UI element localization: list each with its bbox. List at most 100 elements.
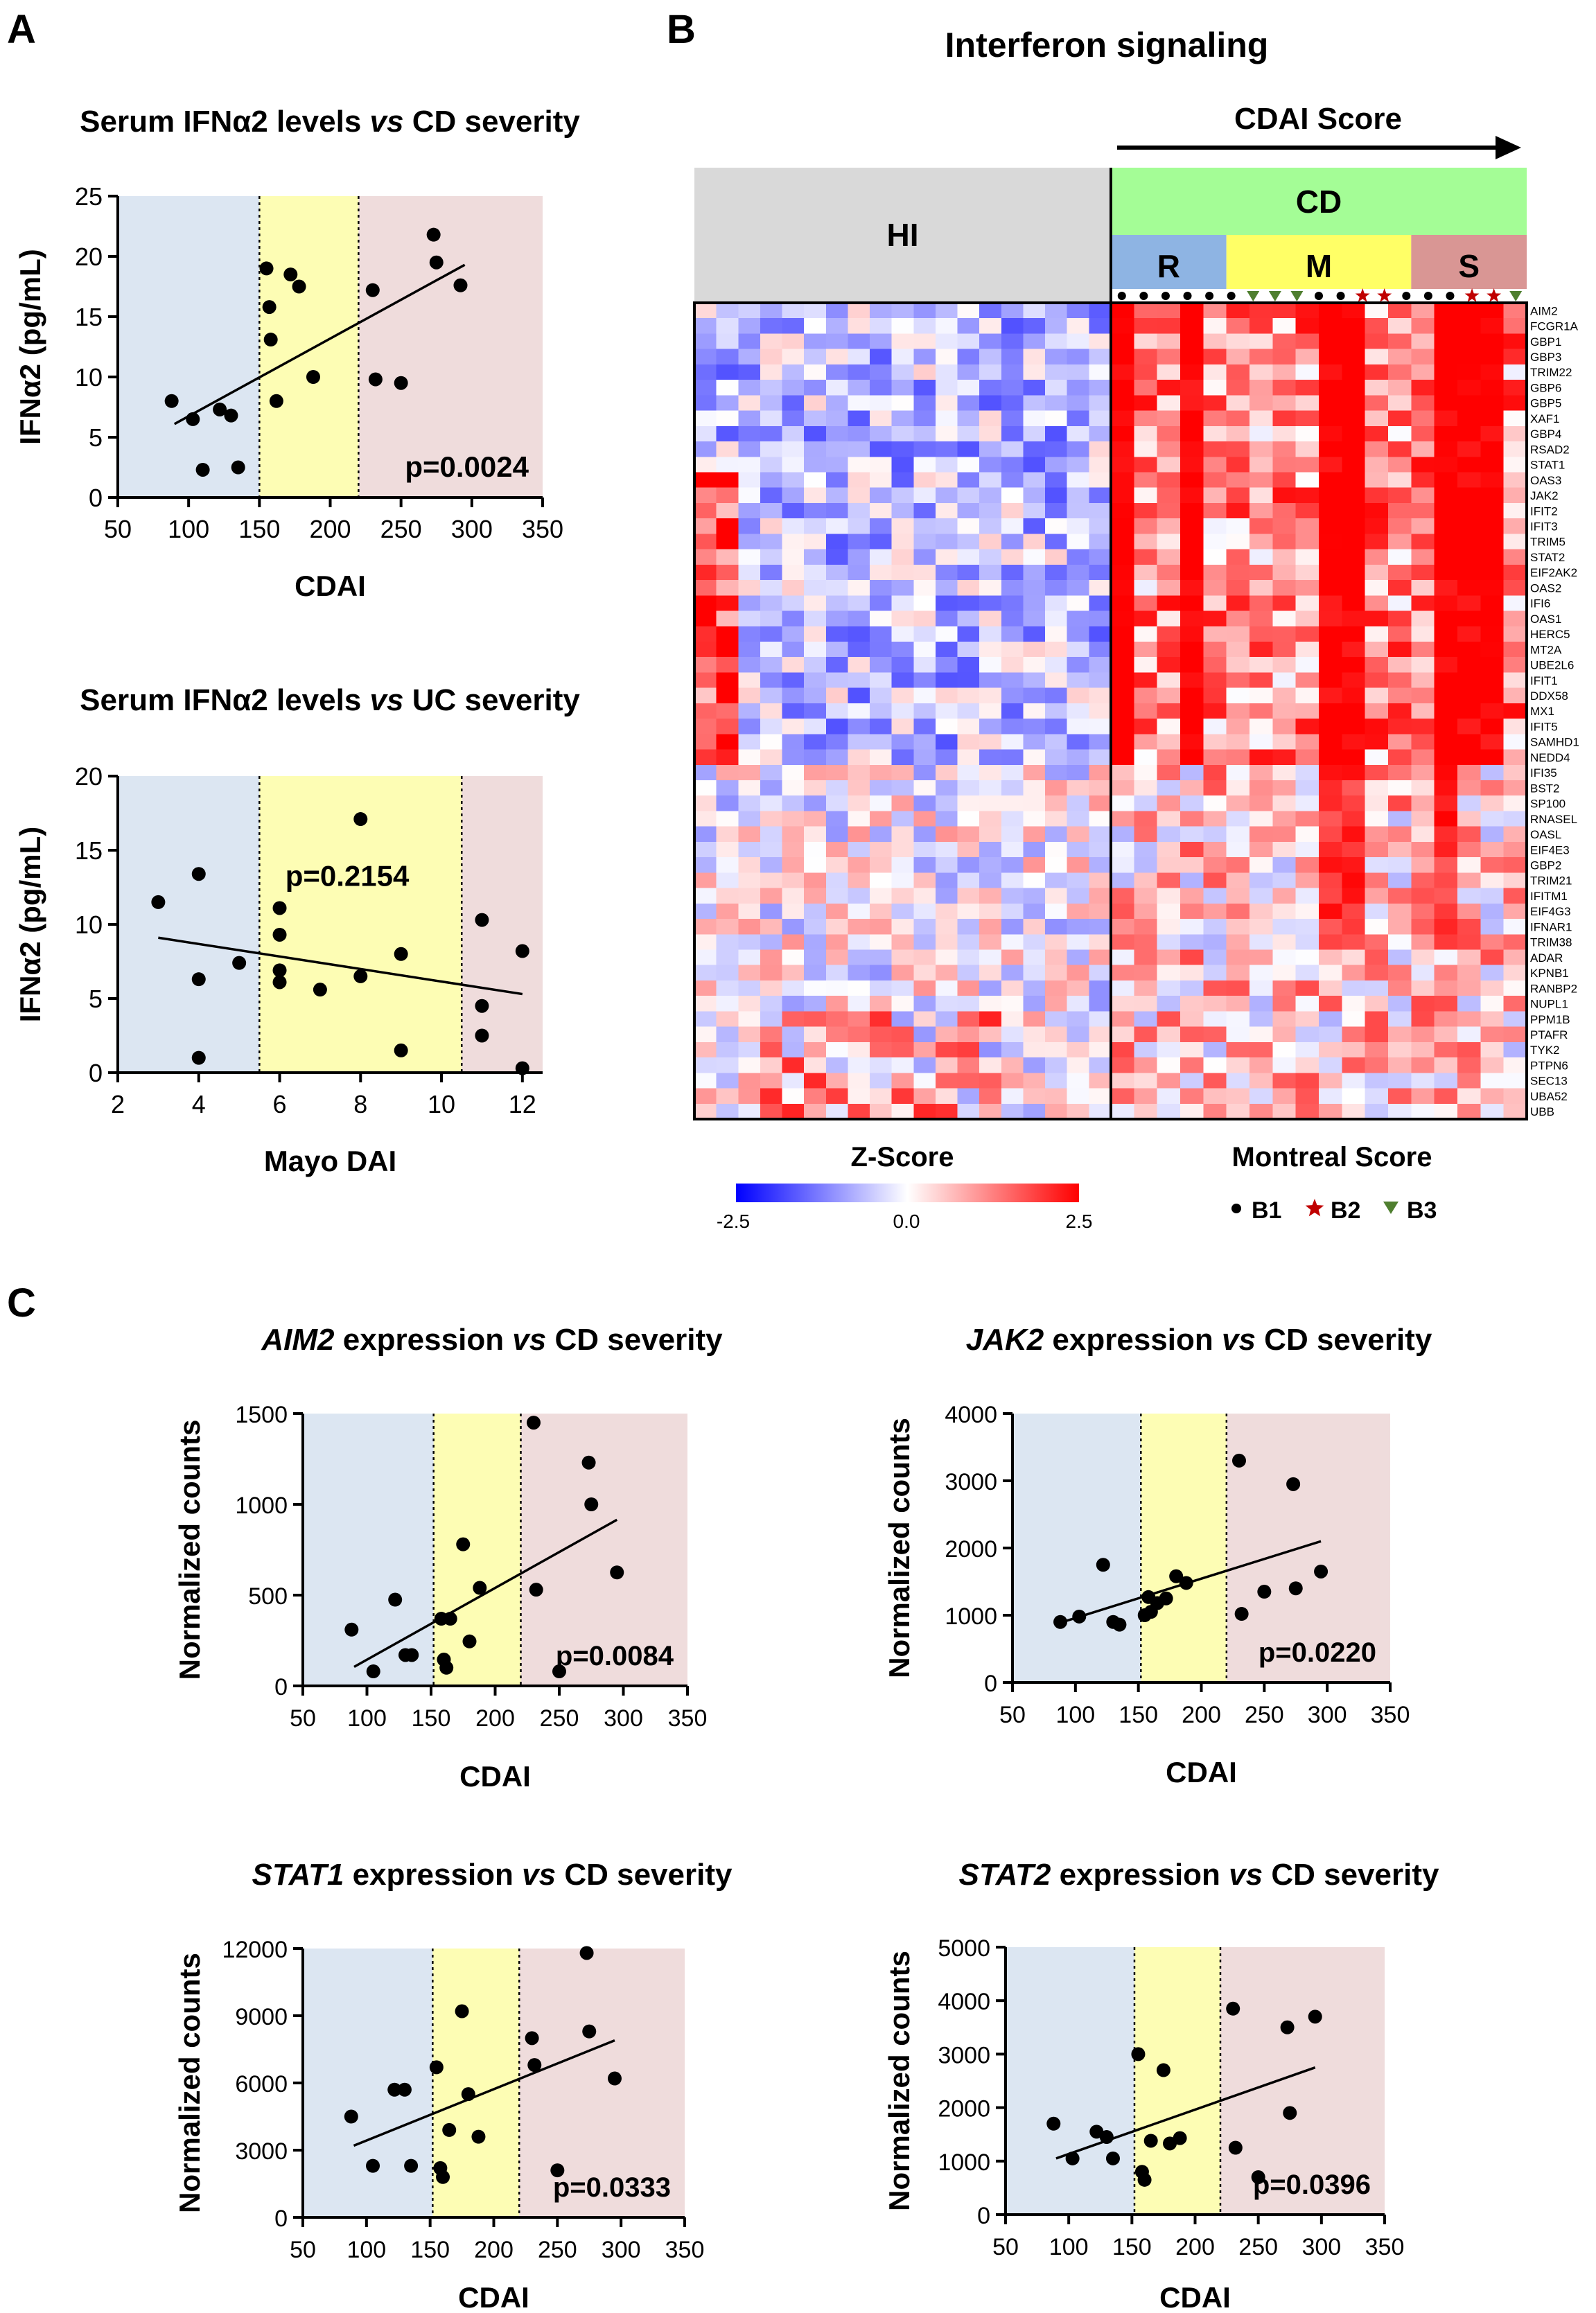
heatmap-cell [1045,934,1068,951]
heatmap-cell [870,672,893,689]
heatmap-cell [1067,841,1089,858]
heatmap-cell [1503,303,1527,319]
heatmap-cell [1434,534,1458,550]
x-axis-label: Mayo DAI [264,1145,396,1177]
heatmap-cell [848,841,870,858]
heatmap-cell [1365,333,1389,350]
heatmap-cell [1411,996,1435,1012]
heatmap-cell [1365,764,1389,781]
x-axis-label: CDAI [1166,1756,1237,1788]
heatmap-cell [1111,1103,1134,1120]
heatmap-cell [979,687,1002,704]
heatmap-cell [913,811,936,827]
heatmap-cell [848,410,870,427]
heatmap-cell [1365,1088,1389,1105]
heatmap-cell [1295,457,1319,473]
heatmap-cell [1457,410,1481,427]
heatmap-cell [1249,318,1273,334]
heatmap-cell [1434,719,1458,735]
heatmap-cell [1388,333,1412,350]
heatmap-cell [913,1011,936,1028]
heatmap-cell [804,749,827,766]
heatmap-cell [1045,380,1068,396]
heatmap-cell [935,410,958,427]
zone-mild [118,776,260,1073]
heatmap-cell [1111,1026,1134,1043]
chart-title-part: CD severity [403,105,580,139]
heatmap-cell [1089,349,1112,365]
heatmap-cell [1067,780,1089,796]
heatmap-cell [804,595,827,612]
heatmap-cell [825,534,848,550]
heatmap-cell [1272,549,1297,565]
heatmap-cell [1180,888,1204,904]
chart-title: Serum IFNα2 levels vs CD severity [80,105,580,139]
heatmap-cell [1272,425,1297,442]
heatmap-cell [804,764,827,781]
heatmap-cell [825,811,848,827]
heatmap-cell [1226,749,1250,766]
heatmap-cell [1180,457,1204,473]
heatmap-cell [1157,595,1181,612]
heatmap-cell [1001,1088,1024,1105]
heatmap-cell [1319,580,1342,596]
data-point [462,1634,477,1648]
data-point [394,376,408,390]
data-point [397,2082,412,2097]
heatmap-cell [1045,549,1068,565]
heatmap-cell [825,318,848,334]
heatmap-cell [891,795,914,811]
heatmap-cell [1457,303,1481,319]
heatmap-cell [1226,719,1250,735]
heatmap-cell [1045,580,1068,596]
chart-title-part: expression [1051,1858,1229,1892]
heatmap-cell [1157,534,1181,550]
heatmap-cell [935,703,958,719]
heatmap-cell [716,395,739,412]
heatmap-cell [804,872,827,889]
montreal-b1-marker [1446,292,1455,300]
heatmap-cell [935,441,958,457]
heatmap-cell [1111,626,1134,642]
heatmap-cell [1111,441,1134,457]
x-tick-label: 250 [1245,1702,1284,1728]
heatmap-cell [1203,872,1227,889]
zone-severe [1220,1947,1385,2215]
heatmap-cell [1480,441,1505,457]
heatmap-cell [1226,1088,1250,1105]
heatmap-cell [913,734,936,750]
heatmap-cell [738,903,761,920]
heatmap-cell [1045,687,1068,704]
heatmap-cell [935,657,958,673]
heatmap-cell [1434,564,1458,581]
heatmap-cell [957,380,980,396]
heatmap-cell [694,549,717,565]
heatmap-cell [1203,965,1227,981]
heatmap-cell [1342,795,1366,811]
heatmap-cell [957,610,980,627]
heatmap-cell [1434,734,1458,750]
heatmap-cell [1001,502,1024,519]
heatmap-cell [738,888,761,904]
heatmap-cell [848,996,870,1012]
y-tick-label: 2000 [945,1536,997,1563]
heatmap-cell [782,502,805,519]
chart-title: JAK2 expression vs CD severity [966,1323,1432,1357]
heatmap-cell [760,1011,783,1028]
zone-severe [519,1949,685,2217]
heatmap-cell [1134,441,1158,457]
gene-label: GBP3 [1530,351,1561,364]
heatmap-cell [1388,657,1412,673]
heatmap-cell [825,549,848,565]
heatmap-cell [1067,657,1089,673]
heatmap-cell [1180,1088,1204,1105]
heatmap-cell [1342,626,1366,642]
heatmap-cell [1045,1103,1068,1120]
data-point [151,895,166,909]
heatmap-cell [1480,888,1505,904]
heatmap-cell [716,1041,739,1058]
heatmap-cell [738,549,761,565]
heatmap-cell [760,888,783,904]
heatmap-cell [1249,888,1273,904]
heatmap-cell [913,518,936,534]
